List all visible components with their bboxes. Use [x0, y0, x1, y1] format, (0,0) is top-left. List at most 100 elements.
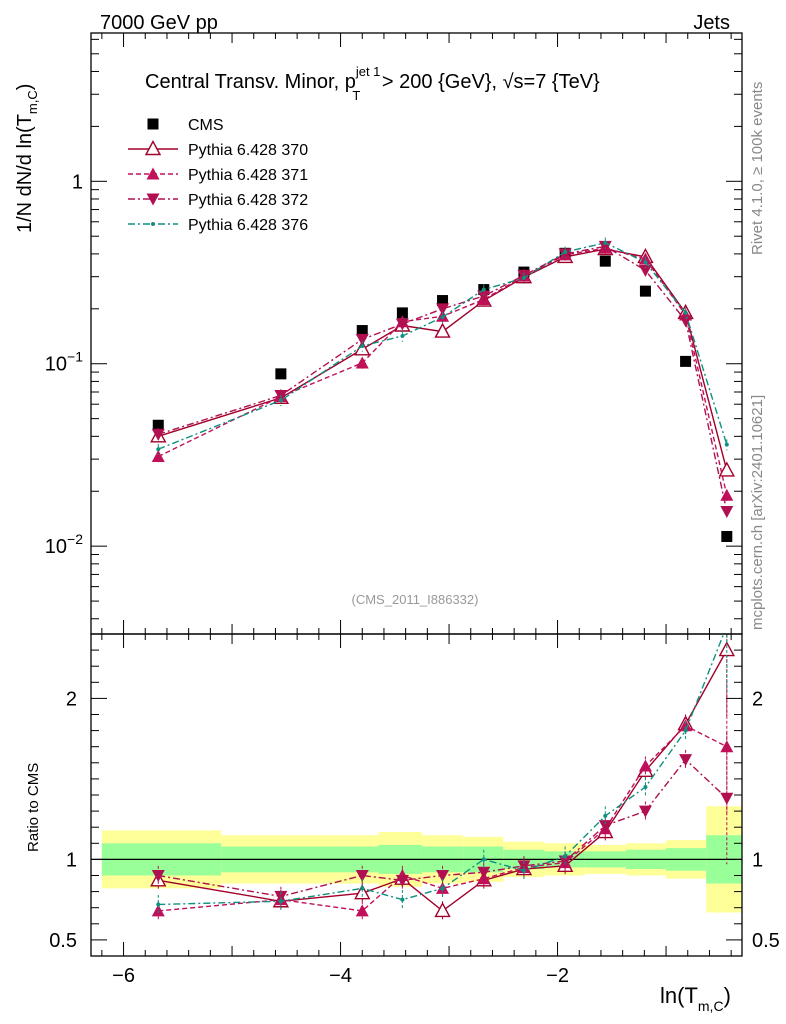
- ratio-point-pythia-6428-376: [521, 868, 526, 873]
- data-point-pythia-6428-376: [521, 276, 526, 281]
- ratio-y-axis-label: Ratio to CMS: [25, 763, 42, 852]
- ratio-point-pythia-6428-376: [360, 886, 365, 891]
- data-point-pythia-6428-372: [151, 428, 165, 441]
- ratio-point-pythia-6428-372: [395, 874, 409, 887]
- ratio-point-pythia-6428-376: [156, 902, 161, 907]
- data-point-pythia-6428-376: [603, 240, 608, 245]
- data-point-pythia-6428-376: [400, 333, 405, 338]
- ratio-point-pythia-6428-372: [598, 820, 612, 833]
- plot-title-superscript: jet 1: [355, 64, 381, 79]
- main-y-tick-label: 10−1: [45, 349, 83, 376]
- ratio-point-pythia-6428-376: [278, 899, 283, 904]
- plot-title-subscript: T: [352, 88, 360, 103]
- main-y-axis-label: 1/N dN/d ln(Tm,C): [14, 84, 40, 233]
- data-point-cms: [437, 295, 449, 307]
- ratio-point-pythia-6428-372: [638, 805, 652, 818]
- energy-label: 7000 GeV pp: [100, 12, 218, 34]
- legend-marker: [146, 167, 160, 180]
- ratio-point-pythia-6428-371: [355, 904, 369, 917]
- plot-title-main: Central Transv. Minor, p: [145, 71, 356, 93]
- x-tick-label: −2: [546, 965, 569, 987]
- main-y-tick-label: 1: [72, 171, 83, 193]
- ratio-point-pythia-6428-372: [477, 866, 491, 879]
- plot-title-energy: √s=7 {TeV}: [503, 71, 600, 93]
- ratio-point-pythia-6428-372: [355, 870, 369, 882]
- data-point-pythia-6428-376: [156, 447, 161, 452]
- data-point-pythia-6428-376: [643, 260, 648, 265]
- ratio-point-pythia-6428-370: [718, 641, 735, 657]
- ratio-point-pythia-6428-376: [563, 854, 568, 859]
- data-point-cms: [639, 285, 651, 297]
- ratio-point-pythia-6428-371: [679, 719, 693, 732]
- data-point-pythia-6428-372: [558, 248, 572, 261]
- data-point-cms: [680, 355, 692, 367]
- data-point-cms: [396, 307, 408, 319]
- x-tick-label: −4: [329, 965, 352, 987]
- ratio-y-tick-label: 2: [66, 688, 77, 710]
- data-point-pythia-6428-376: [724, 442, 729, 447]
- ratio-point-pythia-6428-372: [720, 792, 734, 805]
- ratio-y-tick-label: 1: [66, 849, 77, 871]
- legend-marker: [147, 118, 159, 130]
- data-point-pythia-6428-376: [360, 344, 365, 349]
- legend: CMS Pythia 6.428 370 Pythia 6.428 371 Pythi…: [128, 117, 308, 234]
- process-label: Jets: [693, 12, 730, 34]
- data-point-cms: [721, 530, 733, 542]
- ratio-point-pythia-6428-376: [440, 886, 445, 891]
- plot-title: Central Transv. Minor, pjet 1 T > 200 {Ge…: [145, 64, 600, 103]
- ratio-plot-frame: [90, 633, 743, 957]
- data-point-pythia-6428-372: [720, 505, 734, 518]
- ratio-point-pythia-6428-371: [638, 759, 652, 772]
- ratio-point-pythia-6428-372: [151, 870, 165, 882]
- ratio-point-pythia-6428-370: [434, 901, 451, 918]
- source-label: mcplots.cern.ch [arXiv:2401.10621]: [749, 395, 766, 630]
- ratio-point-pythia-6428-376: [643, 784, 648, 789]
- ratio-y-tick-label-right: 1: [752, 849, 763, 871]
- data-point-pythia-6428-372: [477, 290, 491, 303]
- ratio-point-pythia-6428-376: [683, 728, 688, 733]
- data-point-pythia-6428-376: [440, 315, 445, 320]
- legend-label: Pythia 6.428 371: [188, 167, 308, 184]
- data-point-pythia-6428-370: [718, 461, 735, 477]
- ratio-point-pythia-6428-372: [436, 870, 450, 882]
- data-point-pythia-6428-376: [481, 287, 486, 292]
- ratio-y-tick-label-right: 2: [752, 688, 763, 710]
- data-point-cms: [152, 419, 164, 431]
- data-point-pythia-6428-376: [278, 398, 283, 403]
- data-point-pythia-6428-370: [434, 322, 451, 338]
- data-point-pythia-6428-372: [355, 333, 369, 346]
- data-point-pythia-6428-371: [151, 450, 165, 463]
- main-plot-content: [150, 237, 735, 542]
- ratio-point-pythia-6428-376: [400, 897, 405, 902]
- series-line-pythia-6428-372: [158, 245, 728, 512]
- ratio-y-tick-label-right: 0.5: [752, 930, 780, 952]
- data-point-pythia-6428-372: [436, 303, 450, 316]
- ratio-point-pythia-6428-371: [720, 740, 734, 753]
- ratio-plot-content: [91, 624, 742, 921]
- data-point-cms: [599, 255, 611, 267]
- ratio-line-pythia-6428-376: [158, 634, 725, 906]
- data-point-cms: [275, 368, 287, 380]
- series-line-pythia-6428-376: [158, 242, 728, 450]
- data-point-pythia-6428-376: [683, 310, 688, 315]
- x-tick-label: −6: [112, 965, 135, 987]
- legend-marker: [146, 193, 160, 206]
- ratio-point-pythia-6428-370: [354, 884, 371, 900]
- ratio-point-pythia-6428-376: [603, 813, 608, 818]
- rivet-version-label: Rivet 4.1.0, ≥ 100k events: [749, 82, 766, 255]
- legend-label: CMS: [188, 117, 224, 134]
- legend-marker: [144, 140, 162, 156]
- ratio-y-tick-label: 0.5: [49, 930, 77, 952]
- series-line-pythia-6428-370: [158, 248, 728, 471]
- legend-label: Pythia 6.428 372: [188, 192, 308, 209]
- ratio-line-pythia-6428-372: [158, 758, 728, 898]
- ratio-point-pythia-6428-376: [725, 624, 729, 628]
- ratio-line-pythia-6428-370: [158, 649, 728, 912]
- series-line-pythia-6428-371: [157, 247, 728, 496]
- data-point-pythia-6428-371: [355, 356, 369, 369]
- ratio-line-pythia-6428-371: [158, 724, 728, 912]
- data-point-pythia-6428-371: [720, 488, 734, 501]
- ratio-point-pythia-6428-372: [558, 855, 572, 868]
- data-point-pythia-6428-372: [638, 264, 652, 277]
